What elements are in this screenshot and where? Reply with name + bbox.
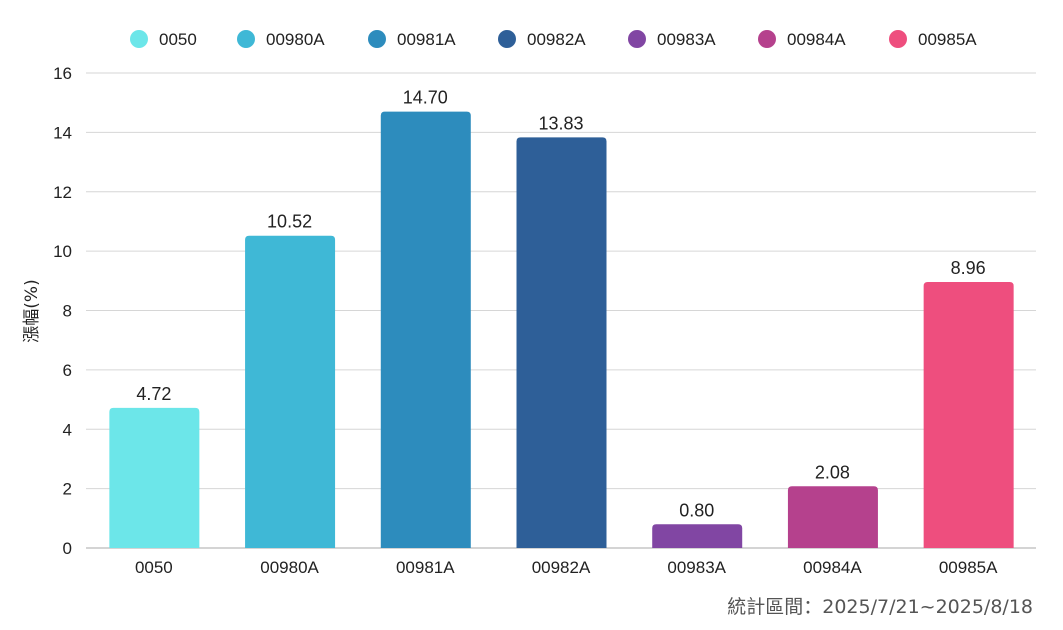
bar-00980A — [245, 235, 336, 548]
x-tick-label-00982A: 00982A — [532, 558, 591, 577]
x-tick-label-00984A: 00984A — [803, 558, 862, 577]
x-axis-ticks: 0050 00980A 00981A 00982A 00983A 00984A 00985A — [135, 558, 998, 577]
bar-00981A — [380, 111, 471, 548]
value-label-00980A: 10.52 — [267, 212, 312, 232]
legend-label: 00980A — [266, 30, 325, 49]
legend: 0050 00980A 00981A 00982A 00983A 00984A 00985A — [130, 30, 977, 49]
legend-marker — [237, 30, 255, 48]
x-tick-label-00985A: 00985A — [939, 558, 998, 577]
legend-label: 00985A — [918, 30, 977, 49]
value-label-00983A: 0.80 — [679, 500, 714, 520]
legend-marker — [758, 30, 776, 48]
x-tick-label-00980A: 00980A — [260, 558, 319, 577]
y-tick-label: 4 — [63, 420, 72, 439]
y-tick-label: 14 — [53, 123, 72, 142]
y-tick-label: 16 — [53, 64, 72, 83]
value-label-00982A: 13.83 — [538, 113, 583, 133]
legend-item-00981A[interactable]: 00981A — [368, 30, 456, 49]
y-tick-label: 6 — [63, 361, 72, 380]
date-range-footnote: 統計區間：2025/7/21~2025/8/18 — [727, 596, 1033, 618]
legend-item-00985A[interactable]: 00985A — [889, 30, 977, 49]
legend-item-00984A[interactable]: 00984A — [758, 30, 846, 49]
legend-marker — [498, 30, 516, 48]
legend-label: 0050 — [159, 30, 197, 49]
y-tick-label: 0 — [63, 539, 72, 558]
value-label-00984A: 2.08 — [815, 462, 850, 482]
legend-label: 00983A — [657, 30, 716, 49]
legend-label: 00984A — [787, 30, 846, 49]
value-label-0050: 4.72 — [136, 384, 171, 404]
y-tick-label: 2 — [63, 480, 72, 499]
value-labels: 4.72 10.52 14.70 13.83 0.80 2.08 8.96 — [136, 88, 985, 521]
y-tick-label: 8 — [63, 302, 72, 321]
bar-0050 — [109, 407, 200, 548]
legend-item-0050[interactable]: 0050 — [130, 30, 197, 49]
bar-00984A — [787, 486, 878, 548]
legend-item-00980A[interactable]: 00980A — [237, 30, 325, 49]
legend-marker — [368, 30, 386, 48]
y-axis-ticks: 0 2 4 6 8 10 12 14 16 — [53, 64, 72, 558]
bar-00983A — [652, 524, 743, 548]
legend-marker — [628, 30, 646, 48]
x-tick-label-00983A: 00983A — [667, 558, 726, 577]
bar-00985A — [923, 282, 1014, 548]
legend-item-00982A[interactable]: 00982A — [498, 30, 586, 49]
legend-label: 00982A — [527, 30, 586, 49]
legend-item-00983A[interactable]: 00983A — [628, 30, 716, 49]
x-tick-label-0050: 0050 — [135, 558, 173, 577]
bar-00982A — [516, 137, 607, 548]
value-label-00981A: 14.70 — [403, 88, 448, 108]
y-tick-label: 12 — [53, 183, 72, 202]
bars — [109, 111, 1014, 548]
legend-label: 00981A — [397, 30, 456, 49]
value-label-00985A: 8.96 — [951, 258, 986, 278]
legend-marker — [130, 30, 148, 48]
x-tick-label-00981A: 00981A — [396, 558, 455, 577]
legend-marker — [889, 30, 907, 48]
y-tick-label: 10 — [53, 242, 72, 261]
y-axis-label: 漲幅(%) — [22, 279, 42, 342]
